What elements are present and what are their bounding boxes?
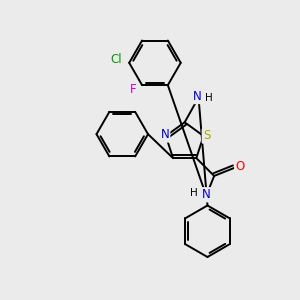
Text: N: N [202, 188, 211, 201]
Text: S: S [203, 130, 210, 142]
Text: N: N [193, 90, 202, 103]
Text: H: H [205, 94, 212, 103]
Text: H: H [190, 188, 198, 198]
Text: O: O [235, 160, 244, 172]
Text: Cl: Cl [110, 53, 122, 66]
Text: F: F [130, 82, 136, 96]
Text: N: N [160, 128, 169, 142]
